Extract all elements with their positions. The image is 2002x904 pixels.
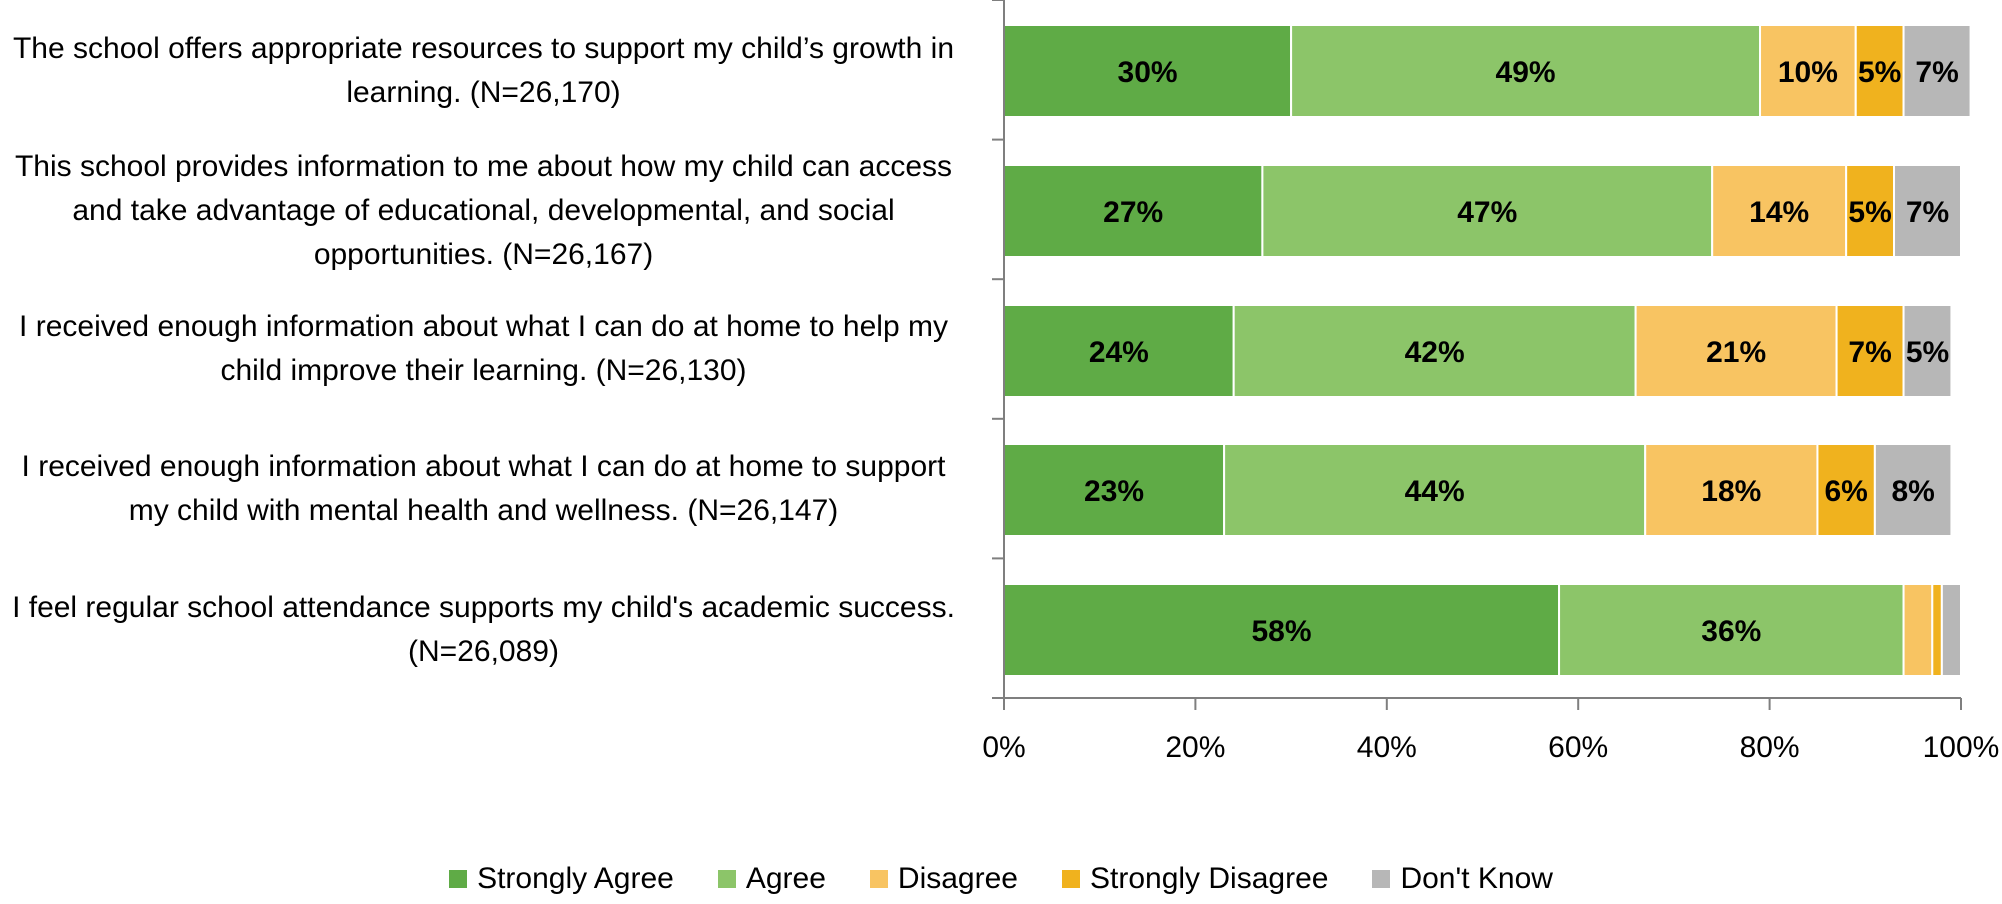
category-label: I feel regular school attendance support… bbox=[12, 591, 955, 668]
bar-segment bbox=[1893, 164, 1963, 258]
bar-segment bbox=[1759, 24, 1857, 118]
category-label: The school offers appropriate resources … bbox=[12, 32, 955, 109]
data-label: 7% bbox=[1906, 196, 1949, 229]
data-label: 7% bbox=[1915, 56, 1958, 89]
data-label: 6% bbox=[1824, 475, 1867, 508]
legend: Strongly Agree Agree Disagree Strongly Disa… bbox=[0, 862, 2002, 896]
bar-segment bbox=[1940, 583, 1962, 677]
category-label: I received enough information about what… bbox=[21, 450, 946, 527]
bar-segment bbox=[1003, 443, 1226, 537]
bar-segment bbox=[1261, 164, 1714, 258]
bar-segment bbox=[1003, 164, 1264, 258]
bar-segment bbox=[1003, 304, 1235, 398]
data-label: 21% bbox=[1706, 336, 1766, 369]
data-label: 30% bbox=[1118, 56, 1178, 89]
bar-segment bbox=[1835, 304, 1905, 398]
data-label: 5% bbox=[1858, 56, 1901, 89]
x-tick-label: 40% bbox=[1357, 731, 1417, 764]
data-label: 5% bbox=[1906, 336, 1949, 369]
data-label: 24% bbox=[1089, 336, 1149, 369]
bar-segment bbox=[1902, 24, 1972, 118]
data-label: 49% bbox=[1496, 56, 1556, 89]
data-label: 47% bbox=[1457, 196, 1517, 229]
legend-swatch bbox=[1061, 870, 1080, 888]
bar-segment bbox=[1902, 583, 1934, 677]
data-label: 7% bbox=[1848, 336, 1891, 369]
legend-item: Strongly Agree bbox=[449, 862, 674, 896]
x-tick-label: 20% bbox=[1165, 731, 1225, 764]
legend-label: Disagree bbox=[897, 862, 1018, 895]
bar-segment bbox=[1873, 443, 1953, 537]
legend-label: Strongly Disagree bbox=[1089, 862, 1329, 895]
bar-segment bbox=[1902, 304, 1953, 398]
legend-swatch bbox=[869, 870, 888, 888]
data-label: 10% bbox=[1778, 56, 1838, 89]
bar-segment bbox=[1558, 583, 1905, 677]
data-label: 42% bbox=[1405, 336, 1465, 369]
legend-label: Strongly Agree bbox=[477, 862, 674, 895]
legend-swatch bbox=[449, 870, 468, 888]
data-label: 5% bbox=[1848, 196, 1891, 229]
bar-segment bbox=[1931, 583, 1943, 677]
data-label: 58% bbox=[1252, 615, 1312, 648]
bar-segment bbox=[1816, 443, 1876, 537]
bar-segment bbox=[1711, 164, 1848, 258]
legend-item: Disagree bbox=[869, 862, 1018, 896]
legend-item: Agree bbox=[717, 862, 826, 896]
data-label: 14% bbox=[1749, 196, 1809, 229]
bar-segment bbox=[1223, 443, 1647, 537]
legend-item: Don't Know bbox=[1372, 862, 1553, 896]
legend-swatch bbox=[717, 870, 736, 888]
data-label: 27% bbox=[1103, 196, 1163, 229]
data-label: 8% bbox=[1891, 475, 1934, 508]
data-label: 23% bbox=[1084, 475, 1144, 508]
category-label: This school provides information to me a… bbox=[14, 150, 953, 271]
data-label: 18% bbox=[1701, 475, 1761, 508]
legend-label: Don't Know bbox=[1400, 862, 1553, 895]
bar-segment bbox=[1644, 443, 1819, 537]
data-label: 44% bbox=[1405, 475, 1465, 508]
legend-swatch bbox=[1372, 870, 1391, 888]
x-tick-label: 80% bbox=[1740, 731, 1800, 764]
data-label: 36% bbox=[1701, 615, 1761, 648]
category-label: I received enough information about what… bbox=[19, 310, 948, 387]
legend-label: Agree bbox=[745, 862, 826, 895]
x-tick-label: 0% bbox=[982, 731, 1025, 764]
x-tick-label: 60% bbox=[1548, 731, 1608, 764]
bar-segment bbox=[1634, 304, 1838, 398]
x-tick-label: 100% bbox=[1923, 731, 2000, 764]
legend-item: Strongly Disagree bbox=[1061, 862, 1329, 896]
